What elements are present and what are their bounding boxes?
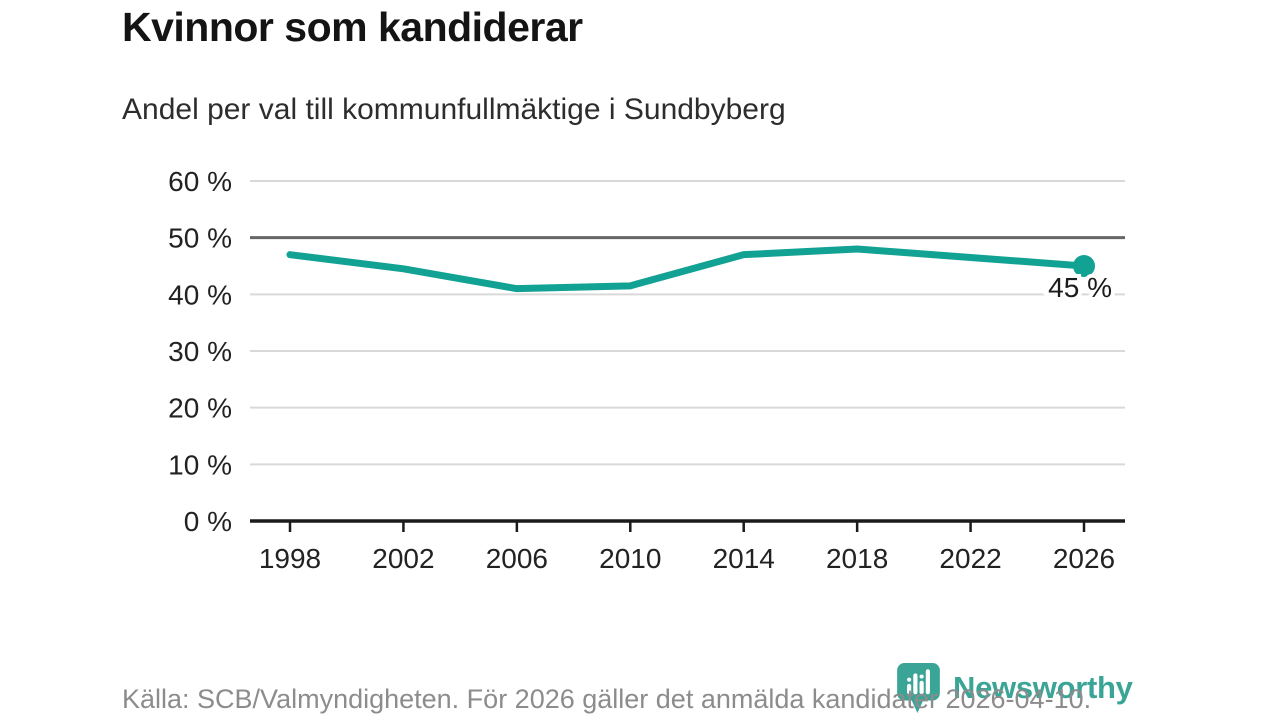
chart-subtitle: Andel per val till kommunfullmäktige i S…	[122, 93, 786, 126]
chart-title: Kvinnor som kandiderar	[122, 4, 583, 50]
x-tick-label: 2014	[713, 543, 775, 574]
x-tick-label: 2026	[1053, 543, 1115, 574]
x-tick-label: 2002	[372, 543, 434, 574]
x-tick-label: 2018	[826, 543, 888, 574]
y-tick-label: 20 %	[168, 393, 232, 424]
logo-bar-icon	[919, 680, 924, 695]
logo-bar-icon	[925, 669, 930, 695]
logo-bar-icon	[919, 674, 924, 679]
end-point-marker	[1073, 255, 1095, 277]
x-tick-label: 2022	[939, 543, 1001, 574]
newsworthy-logo: Newsworthy	[897, 663, 1133, 713]
y-tick-label: 0 %	[184, 506, 232, 537]
logo-bar-icon	[907, 677, 912, 682]
logo-bar-icon	[913, 673, 918, 695]
x-tick-label: 2010	[599, 543, 661, 574]
y-tick-label: 50 %	[168, 223, 232, 254]
y-tick-label: 10 %	[168, 449, 232, 480]
y-tick-label: 60 %	[168, 166, 232, 197]
logo-bar-icon	[907, 683, 912, 695]
x-tick-label: 1998	[259, 543, 321, 574]
brand-wordmark: Newsworthy	[953, 670, 1133, 705]
y-tick-label: 30 %	[168, 336, 232, 367]
end-value-label: 45 %	[1048, 272, 1112, 303]
x-tick-label: 2006	[486, 543, 548, 574]
series-line	[286, 245, 1088, 293]
newsworthy-logo-icon	[897, 663, 940, 713]
y-tick-label: 40 %	[168, 279, 232, 310]
source-note: Källa: SCB/Valmyndigheten. För 2026 gäll…	[122, 684, 1092, 714]
